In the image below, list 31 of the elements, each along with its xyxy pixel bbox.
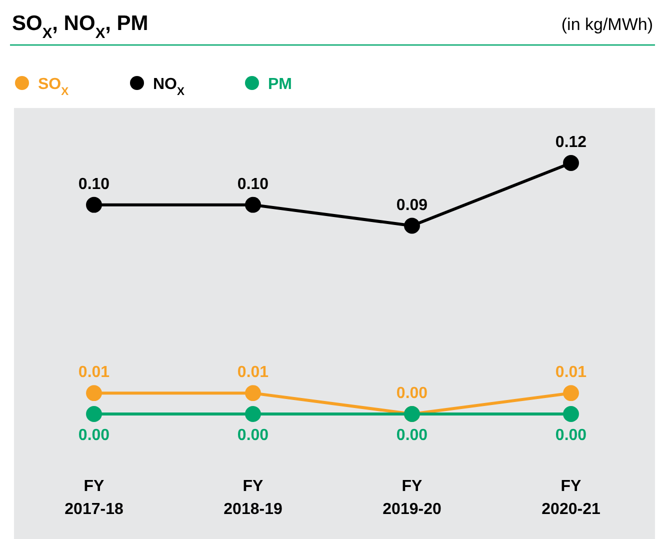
- legend-label: PM: [268, 76, 292, 93]
- chart-title: SO$_{X}$, NO$_{X}$, PM: [12, 12, 148, 42]
- point: [563, 406, 579, 422]
- data-label: 0.00: [555, 427, 587, 444]
- data-label: 0.00: [78, 427, 110, 444]
- point: [86, 406, 102, 422]
- x-tick-label: FY 2017-18: [64, 478, 124, 518]
- data-label: 0.00: [237, 427, 269, 444]
- x-tick-label: FY 2018-19: [224, 478, 282, 518]
- x-tick-label: FY 2020-21: [542, 478, 600, 518]
- data-label: 0.09: [396, 196, 428, 214]
- x-tick-label: FY 2019-20: [382, 478, 442, 518]
- point: [245, 196, 261, 213]
- point: [563, 385, 579, 402]
- chart-subtitle: (in kg/MWh): [561, 15, 653, 34]
- legend-label: NO$_{X}$: [153, 76, 185, 98]
- data-label: 0.01: [555, 364, 587, 382]
- data-label: 0.01: [237, 364, 269, 382]
- data-label: 0.12: [555, 134, 587, 151]
- data-label: 0.01: [78, 364, 110, 382]
- data-label: 0.00: [396, 427, 428, 444]
- point: [86, 385, 102, 402]
- data-label: 0.00: [396, 385, 428, 402]
- point: [404, 218, 420, 234]
- point: [245, 385, 261, 402]
- point: [86, 196, 102, 213]
- data-label: 0.10: [78, 176, 110, 193]
- legend-label: SO$_{X}$: [38, 76, 70, 98]
- data-label: 0.10: [237, 176, 269, 193]
- point: [563, 155, 579, 171]
- point: [245, 406, 261, 422]
